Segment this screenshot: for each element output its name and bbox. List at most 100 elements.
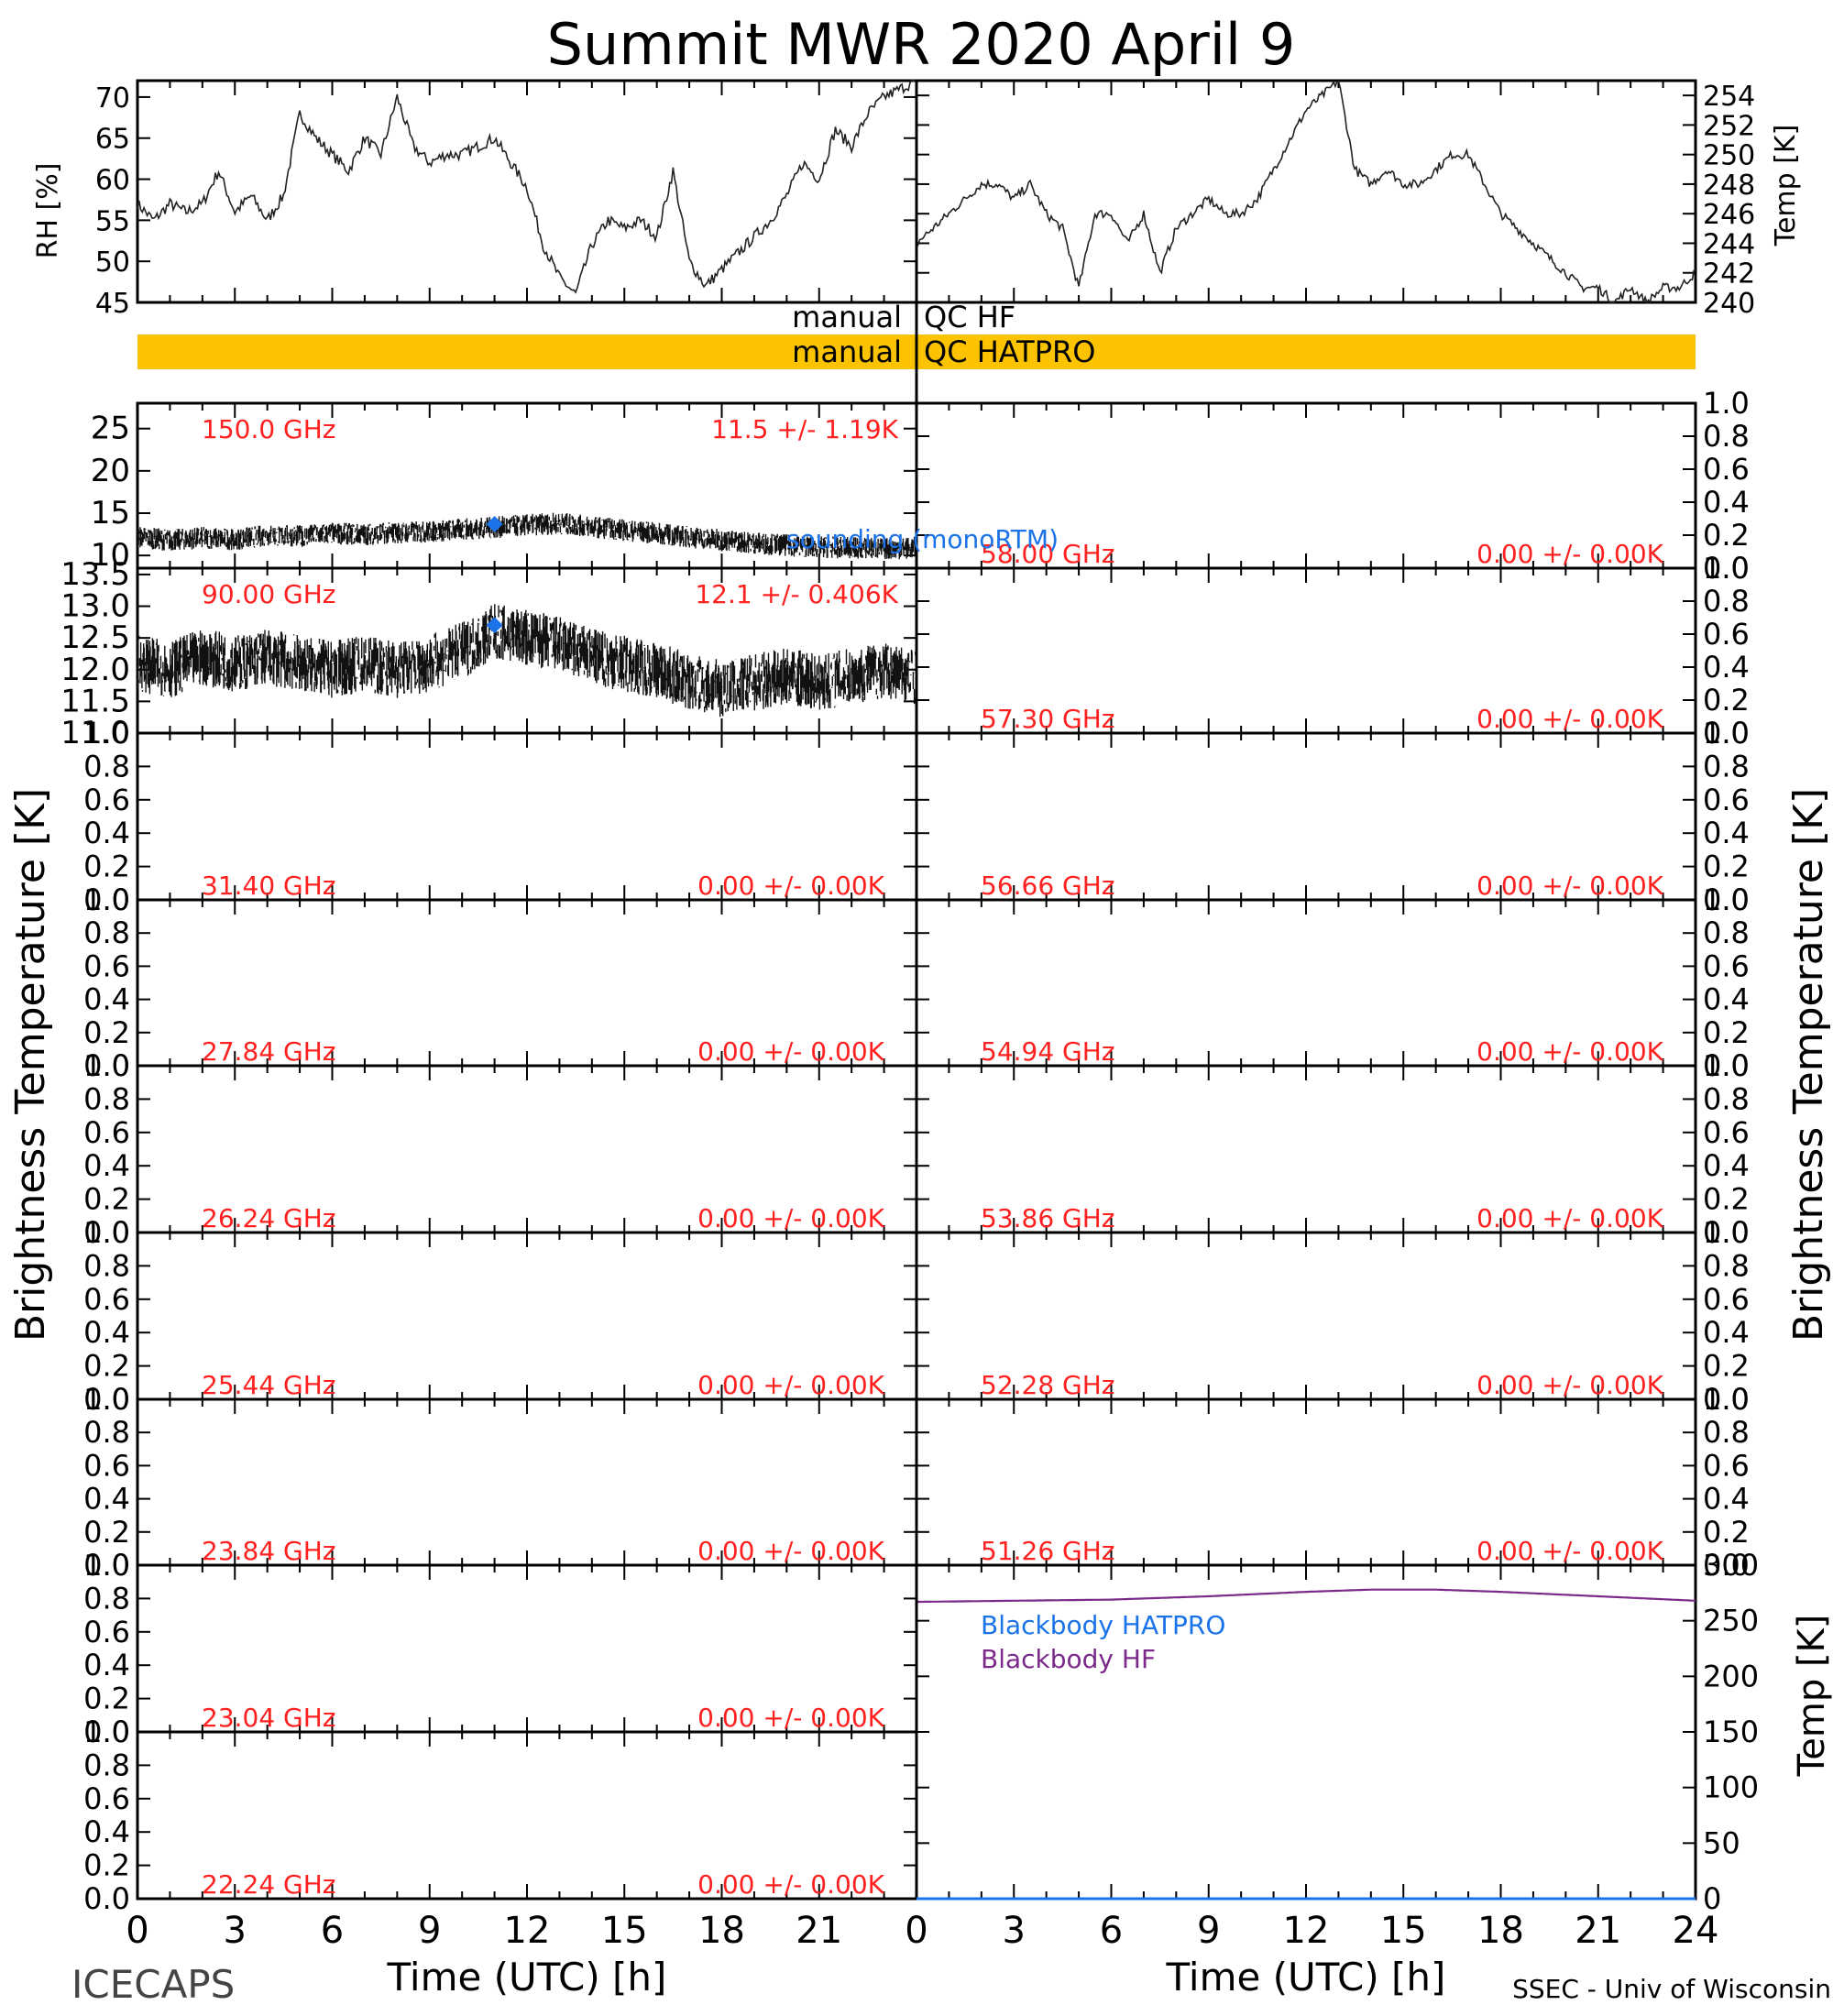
- y-tick-label: 0.4: [83, 1648, 130, 1682]
- channel-label-empty: 51.26 GHz: [981, 1536, 1115, 1566]
- qc-hf-left: manual: [792, 300, 902, 334]
- x-tick-label-left: 6: [321, 1910, 344, 1952]
- y-tick-label: 45: [95, 288, 130, 320]
- y-tick-label: 0.6: [1703, 948, 1750, 983]
- sounding-legend: sounding (monoRTM): [786, 524, 1059, 554]
- y-tick-label: 0.2: [83, 1182, 130, 1217]
- y-tick-label: 0.6: [83, 948, 130, 983]
- y-tick-label: 0.8: [1703, 584, 1750, 619]
- x-tick-label-right: 3: [1003, 1910, 1026, 1952]
- y-tick-label: 1.0: [1703, 386, 1750, 421]
- y-tick-label: 0.4: [1703, 982, 1750, 1017]
- sounding-marker-150: [486, 516, 503, 532]
- y-tick-label: 0.0: [1703, 716, 1750, 751]
- channel-stat-empty: 0.00 +/- 0.00K: [697, 1869, 884, 1900]
- channel-label-empty: 23.04 GHz: [202, 1703, 336, 1733]
- bt-90-series: [137, 604, 917, 718]
- y-tick-label: 11.5: [60, 683, 130, 719]
- channel-stat-150: 11.5 +/- 1.19K: [711, 414, 898, 444]
- y-tick-label: 0.0: [83, 1215, 130, 1250]
- y-tick-label: 0.0: [1703, 1548, 1750, 1583]
- x-tick-label-left: 9: [418, 1910, 441, 1952]
- y-tick-label: 0.4: [83, 1148, 130, 1183]
- y-tick-label: 0.6: [83, 1115, 130, 1150]
- y-tick-label: 1.0: [83, 882, 130, 917]
- y-tick-label: 0.6: [1703, 783, 1750, 817]
- y-tick-label: 0.8: [83, 1415, 130, 1450]
- y-tick-label: 0.2: [1703, 1015, 1750, 1050]
- x-tick-label-right: 9: [1197, 1910, 1220, 1952]
- y-tick-label: 50: [1703, 1825, 1740, 1860]
- y-tick-label: 0.4: [1703, 1315, 1750, 1350]
- y-tick-label: 65: [95, 124, 130, 156]
- channel-stat-empty: 0.00 +/- 0.00K: [697, 1536, 884, 1566]
- y-tick-label: 0.8: [1703, 1248, 1750, 1283]
- y-tick-label: 0.6: [1703, 617, 1750, 652]
- y-tick-label: 10: [91, 537, 130, 574]
- y-tick-label: 254: [1703, 81, 1755, 113]
- y-tick-label: 1.0: [1703, 551, 1750, 586]
- y-tick-label: 15: [91, 495, 130, 531]
- channel-stat-empty: 0.00 +/- 0.00K: [1476, 1536, 1663, 1566]
- y-tick-label: 1.0: [83, 1048, 130, 1083]
- y-tick-label: 0.8: [1703, 419, 1750, 454]
- y-tick-label: 12.0: [60, 652, 130, 688]
- channel-label-empty: 27.84 GHz: [202, 1036, 336, 1067]
- y-tick-label: 1.0: [1703, 1215, 1750, 1250]
- y-tick-label: 0.2: [83, 1349, 130, 1384]
- channel-label-90: 90.00 GHz: [202, 579, 336, 609]
- y-tick-label: 300: [1703, 1548, 1759, 1583]
- y-tick-label: 244: [1703, 228, 1755, 260]
- x-tick-label-left: 3: [224, 1910, 247, 1952]
- x-tick-label-right: 21: [1575, 1910, 1621, 1952]
- bt-axis-label-left: Brightness Temperature [K]: [7, 788, 54, 1342]
- blackbody-hf-line: [916, 1588, 1696, 1604]
- y-tick-label: 70: [95, 82, 130, 115]
- channel-label-empty: 53.86 GHz: [981, 1203, 1115, 1233]
- y-tick-label: 0.0: [83, 882, 130, 917]
- y-tick-label: 0.2: [1703, 683, 1750, 718]
- y-tick-label: 0.2: [83, 1682, 130, 1716]
- y-tick-label: 0.8: [83, 915, 130, 950]
- page-title: Summit MWR 2020 April 9: [547, 11, 1296, 78]
- channel-label-empty: 25.44 GHz: [202, 1370, 336, 1400]
- y-tick-label: 0.2: [83, 1848, 130, 1883]
- x-tick-label-left: 12: [504, 1910, 551, 1952]
- y-tick-label: 0.4: [83, 1814, 130, 1849]
- y-tick-label: 1.0: [1703, 1048, 1750, 1083]
- y-tick-label: 0.2: [1703, 849, 1750, 884]
- channel-stat-empty: 0.00 +/- 0.00K: [1476, 871, 1663, 901]
- y-tick-label: 0.6: [83, 1282, 130, 1317]
- channel-label-empty: 52.28 GHz: [981, 1370, 1115, 1400]
- channel-label-empty: 58.00 GHz: [981, 539, 1115, 569]
- y-tick-label: 1.0: [1703, 716, 1750, 751]
- channel-label-150: 150.0 GHz: [202, 414, 336, 444]
- y-tick-label: 60: [95, 165, 130, 197]
- x-axis-label-left: Time (UTC) [h]: [387, 1955, 667, 2000]
- y-tick-label: 0.6: [1703, 452, 1750, 487]
- y-tick-label: 0.6: [83, 1781, 130, 1816]
- y-tick-label: 240: [1703, 288, 1755, 320]
- y-tick-label: 248: [1703, 170, 1755, 202]
- y-tick-label: 0.2: [1703, 1515, 1750, 1550]
- y-tick-label: 1.0: [83, 1382, 130, 1417]
- y-tick-label: 200: [1703, 1659, 1759, 1693]
- temp-axis-label-top: Temp [K]: [1770, 125, 1802, 247]
- y-tick-label: 0.2: [1703, 1182, 1750, 1217]
- bt-axis-label-right: Brightness Temperature [K]: [1785, 788, 1832, 1342]
- y-tick-label: 0.0: [83, 1715, 130, 1749]
- x-tick-label-right: 15: [1380, 1910, 1427, 1952]
- y-tick-label: 0.0: [1703, 551, 1750, 586]
- sounding-marker-90: [486, 617, 503, 634]
- legend-bb-hatpro: Blackbody HATPRO: [981, 1610, 1225, 1640]
- qc-hatpro-left: manual: [792, 334, 902, 369]
- channel-label-empty: 26.24 GHz: [202, 1203, 336, 1233]
- y-tick-label: 0.6: [1703, 1282, 1750, 1317]
- y-tick-label: 0.0: [1703, 1215, 1750, 1250]
- panel-layer: 4550556065702402422442462482502522541015…: [60, 79, 1759, 1952]
- y-tick-label: 0.4: [1703, 650, 1750, 685]
- y-tick-label: 0.4: [1703, 1148, 1750, 1183]
- footer-left: ICECAPS: [71, 1962, 235, 2007]
- y-tick-label: 0.8: [1703, 749, 1750, 783]
